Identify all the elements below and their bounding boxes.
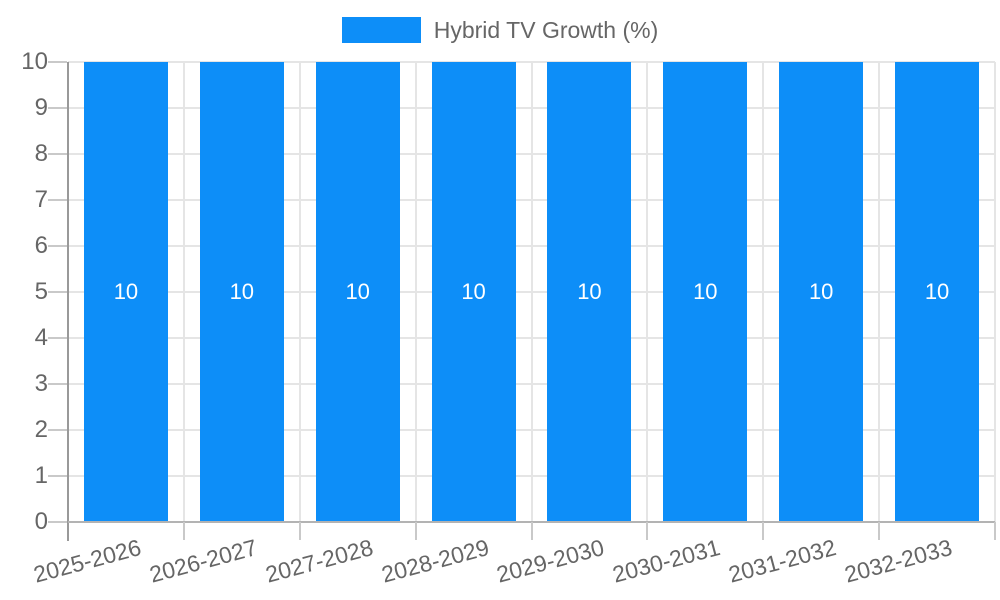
x-gridline bbox=[762, 62, 765, 522]
y-tick-mark bbox=[48, 245, 67, 247]
y-tick-label: 8 bbox=[34, 140, 48, 167]
x-tick-mark bbox=[646, 522, 649, 540]
legend-swatch bbox=[341, 17, 421, 43]
x-gridline bbox=[182, 62, 185, 522]
bar-value-label: 10 bbox=[924, 279, 950, 304]
y-tick-label: 0 bbox=[34, 508, 48, 535]
x-tick-mark bbox=[878, 522, 881, 540]
y-tick-label: 4 bbox=[34, 324, 48, 351]
y-tick-mark bbox=[48, 291, 67, 293]
y-tick-mark bbox=[48, 337, 67, 339]
y-tick-mark bbox=[48, 475, 67, 477]
x-gridline bbox=[414, 62, 417, 522]
bar: 10 bbox=[199, 62, 284, 522]
legend-item[interactable]: Hybrid TV Growth (%) bbox=[341, 17, 659, 43]
y-tick-mark bbox=[48, 153, 67, 155]
bar: 10 bbox=[431, 62, 516, 522]
legend-label: Hybrid TV Growth (%) bbox=[433, 17, 659, 43]
x-tick-label: 2029-2030 bbox=[494, 534, 608, 588]
bar-value-label: 10 bbox=[577, 279, 602, 304]
bar-value-label: 10 bbox=[229, 279, 255, 304]
y-tick-label: 6 bbox=[34, 232, 48, 259]
x-tick-label: 2030-2031 bbox=[610, 534, 724, 588]
y-tick-mark bbox=[48, 521, 67, 523]
x-tick-label: 2032-2033 bbox=[841, 534, 955, 588]
x-tick-mark bbox=[298, 522, 301, 540]
y-tick-label: 5 bbox=[34, 278, 48, 305]
y-tick-label: 7 bbox=[34, 186, 48, 213]
y-tick-label: 1 bbox=[34, 462, 48, 489]
bar-value-label: 10 bbox=[693, 279, 718, 304]
bar: 10 bbox=[547, 62, 632, 522]
bar: 10 bbox=[83, 62, 168, 522]
y-tick-mark bbox=[48, 107, 67, 109]
y-tick-mark bbox=[48, 429, 67, 431]
x-gridline bbox=[298, 62, 301, 522]
y-tick-label: 2 bbox=[34, 416, 48, 443]
x-tick-label: 2026-2027 bbox=[146, 534, 260, 588]
y-tick-mark bbox=[48, 383, 67, 385]
chart-legend: Hybrid TV Growth (%) bbox=[0, 17, 1000, 43]
bar: 10 bbox=[895, 62, 980, 522]
y-tick-label: 9 bbox=[34, 94, 48, 121]
x-tick-mark bbox=[994, 522, 996, 540]
bar: 10 bbox=[315, 62, 400, 522]
y-axis-line bbox=[67, 62, 69, 541]
x-tick-mark bbox=[414, 522, 417, 540]
x-tick-label: 2031-2032 bbox=[725, 534, 839, 588]
x-gridline bbox=[994, 62, 996, 522]
x-tick-mark bbox=[762, 522, 765, 540]
bar-value-label: 10 bbox=[461, 279, 486, 304]
y-tick-mark bbox=[48, 199, 67, 201]
x-gridline bbox=[646, 62, 649, 522]
bar-value-label: 10 bbox=[113, 279, 139, 304]
x-gridline bbox=[530, 62, 533, 522]
x-tick-label: 2025-2026 bbox=[30, 534, 144, 588]
x-gridline bbox=[878, 62, 881, 522]
bar-value-label: 10 bbox=[345, 279, 370, 304]
bar-value-label: 10 bbox=[808, 279, 834, 304]
x-tick-mark bbox=[182, 522, 185, 540]
bar: 10 bbox=[779, 62, 864, 522]
x-tick-label: 2027-2028 bbox=[262, 534, 376, 588]
x-tick-mark bbox=[530, 522, 533, 540]
y-tick-label: 10 bbox=[21, 48, 48, 75]
y-tick-mark bbox=[48, 61, 67, 63]
y-tick-label: 3 bbox=[34, 370, 48, 397]
bar: 10 bbox=[663, 62, 748, 522]
x-tick-label: 2028-2029 bbox=[378, 534, 492, 588]
